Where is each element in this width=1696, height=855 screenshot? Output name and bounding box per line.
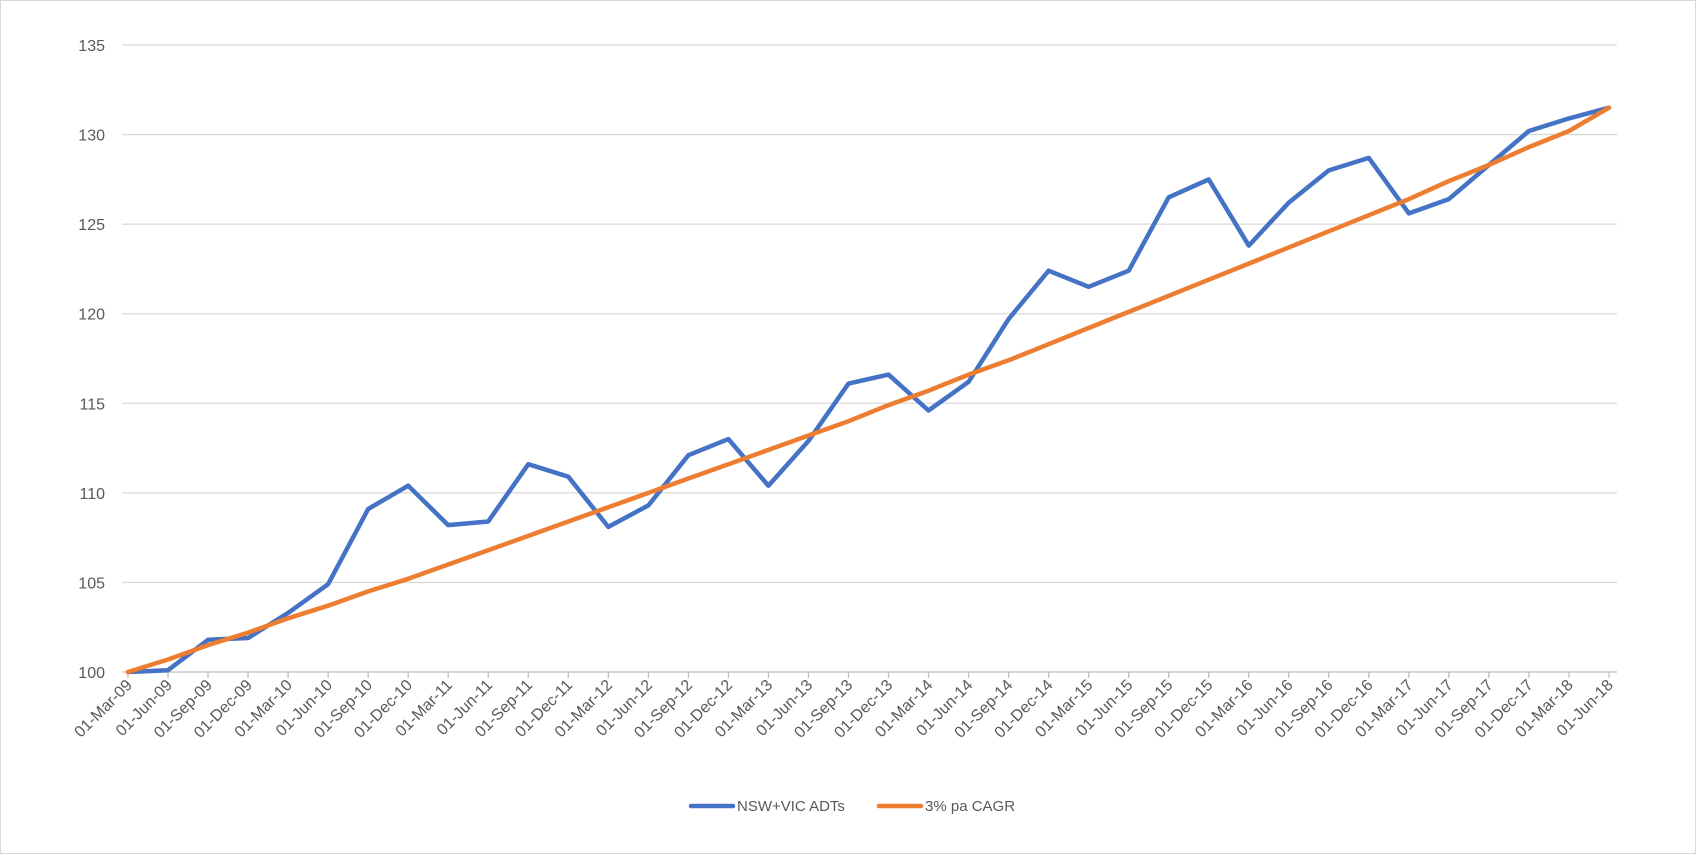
series-line-1 [125, 105, 1612, 675]
y-tick-label: 125 [78, 217, 105, 234]
y-tick-label: 100 [78, 665, 105, 682]
y-tick-label: 120 [78, 307, 105, 324]
legend-label: 3% pa CAGR [925, 798, 1015, 815]
series-line-2 [125, 105, 1612, 675]
x-axis: 01-Mar-0901-Jun-0901-Sep-0901-Dec-0901-M… [72, 672, 1617, 742]
y-tick-label: 110 [79, 486, 105, 503]
gridlines [122, 44, 1617, 673]
y-axis: 100 105 110 115 120 125 130 135 [78, 38, 105, 682]
y-tick-label: 130 [78, 128, 105, 145]
plot-series [125, 105, 1612, 675]
y-tick-label: 105 [78, 575, 105, 592]
legend: NSW+VIC ADTs 3% pa CAGR [688, 798, 1015, 815]
legend-label: NSW+VIC ADTs [737, 798, 845, 815]
y-tick-label: 115 [79, 396, 105, 413]
y-tick-label: 135 [78, 38, 105, 55]
